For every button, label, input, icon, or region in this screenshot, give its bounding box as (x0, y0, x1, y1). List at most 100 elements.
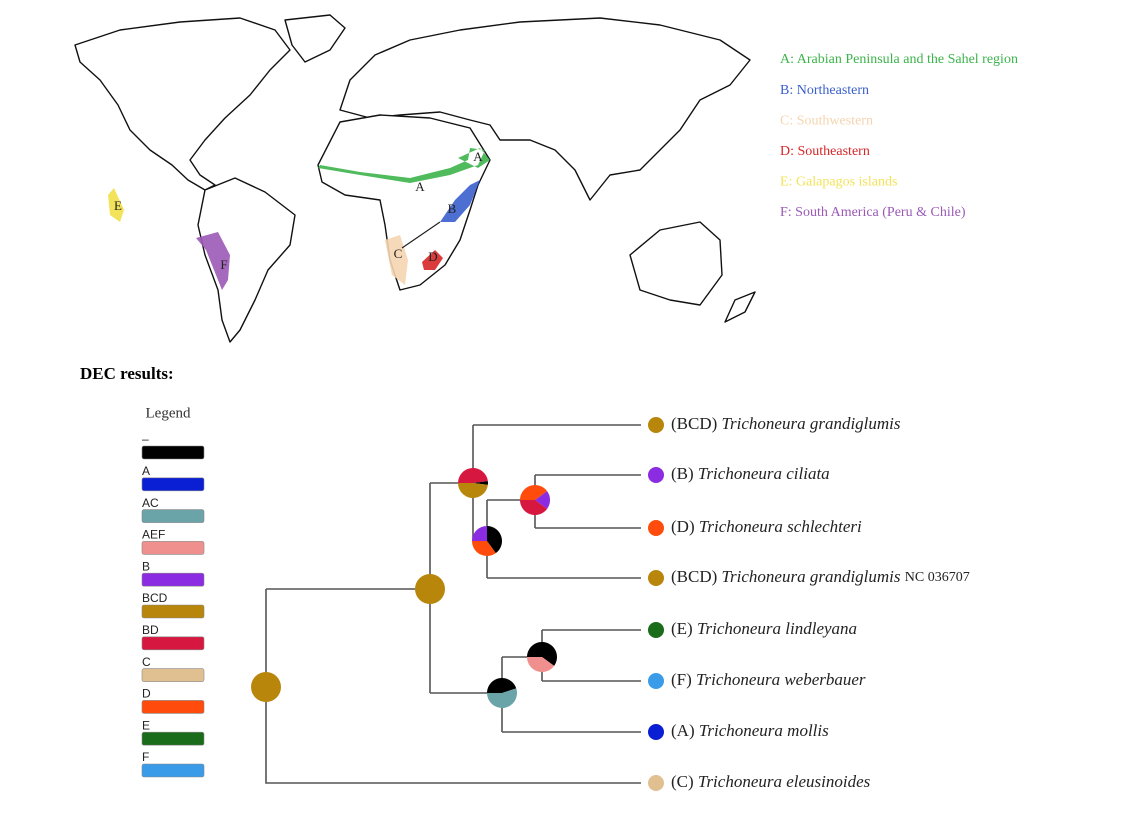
tip-dot (648, 775, 664, 791)
legend-swatch (141, 477, 205, 492)
tip-label: (BCD) Trichoneura grandiglumis (671, 414, 901, 433)
tip-label: (C) Trichoneura eleusinoides (671, 772, 871, 791)
region-e (108, 188, 124, 222)
legend-swatch (141, 445, 205, 460)
node-pie-slice (415, 574, 445, 604)
tip-label-part: Trichoneura mollis (699, 721, 829, 740)
tip-dot (648, 570, 664, 586)
tip-label-part: Trichoneura grandiglumis (722, 414, 901, 433)
legend-swatch (141, 763, 205, 778)
tree-edge (472, 424, 641, 542)
map-region-label: A (473, 149, 483, 164)
tree-edge (501, 656, 641, 733)
legend-swatch (141, 572, 205, 587)
world-map (74, 14, 756, 343)
legend-label: AC (142, 496, 159, 510)
map-legend-entry: C: Southwestern (780, 113, 873, 128)
tip-label-part: (E) (671, 619, 693, 638)
legend-label: F (142, 750, 149, 764)
australia (629, 221, 723, 306)
north-america (74, 17, 291, 191)
region-d (422, 250, 443, 270)
tip-label: (E) Trichoneura lindleyana (671, 619, 857, 638)
tip-label-part: (A) (671, 721, 695, 740)
tip-dot (648, 417, 664, 433)
map-legend-entry: F: South America (Peru & Chile) (780, 205, 966, 220)
tip-label-part: (D) (671, 517, 695, 536)
node-pie-slice (520, 500, 548, 515)
map-region-label: F (220, 257, 227, 272)
region-f (196, 232, 230, 290)
node-pie-slice (251, 672, 281, 702)
node-pie-slice (535, 491, 550, 509)
region-a (318, 148, 490, 183)
map-region-label: D (428, 249, 437, 264)
tree-edge (265, 588, 641, 784)
node-pie-slice (472, 541, 496, 556)
legend-swatch (141, 509, 205, 523)
tip-label: (B) Trichoneura ciliata (671, 464, 830, 483)
node-pie-slice (458, 483, 488, 498)
tip-label: (BCD) Trichoneura grandiglumis NC 036707 (671, 567, 970, 586)
tree-edge (486, 499, 641, 579)
tip-label-part: NC 036707 (905, 570, 970, 585)
new-zealand (724, 291, 756, 323)
tip-label-part: (BCD) (671, 567, 717, 586)
node-pie-slice (487, 677, 517, 693)
legend-label: BCD (142, 591, 168, 605)
region-b (440, 180, 480, 222)
legend-label: BD (142, 623, 159, 637)
node-pie-slice (520, 485, 548, 500)
map-legend-entry: E: Galapagos islands (780, 175, 897, 190)
tree-edge (534, 474, 641, 529)
south-america (197, 177, 296, 343)
legend-title: Legend (146, 405, 191, 421)
tip-label: (F) Trichoneura weberbauer (671, 670, 866, 689)
tip-label-part: (F) (671, 670, 692, 689)
node-pie-slice (487, 526, 502, 554)
legend-swatch (141, 636, 205, 651)
tip-dot (648, 673, 664, 689)
tip-label-part: Trichoneura grandiglumis (722, 567, 901, 586)
legend-label: B (142, 559, 150, 573)
tip-label-part: Trichoneura lindleyana (697, 619, 857, 638)
node-pie-slice (487, 688, 517, 709)
tip-label: (A) Trichoneura mollis (671, 721, 829, 740)
legend-swatch (141, 668, 205, 682)
tip-label-part: (C) (671, 772, 694, 791)
node-pie-slice (473, 481, 489, 485)
legend-label: AEF (142, 528, 165, 542)
map-legend-entry: A: Arabian Peninsula and the Sahel regio… (780, 52, 1018, 67)
tip-label: (D) Trichoneura schlechteri (671, 517, 862, 536)
tip-label-part: Trichoneura eleusinoides (698, 772, 871, 791)
map-region-label: E (114, 198, 122, 213)
legend-swatch (141, 731, 205, 746)
tip-dot (648, 724, 664, 740)
tree-edges (265, 424, 641, 784)
node-pie-slice (472, 526, 487, 541)
map-region-label: B (448, 201, 457, 216)
tip-label-part: Trichoneura weberbauer (696, 670, 866, 689)
tip-dot (648, 622, 664, 638)
section-title: DEC results: (80, 364, 174, 383)
legend-label: A (142, 464, 150, 478)
legend-label: C (142, 655, 151, 669)
node-pie-slice (458, 468, 488, 483)
node-pie-slice (527, 657, 555, 673)
tip-label-part: (B) (671, 464, 694, 483)
legend-swatch (141, 604, 205, 619)
tip-label-part: Trichoneura ciliata (698, 464, 830, 483)
legend-swatch (141, 541, 205, 555)
greenland (284, 14, 346, 63)
map-region-label: A (415, 179, 425, 194)
map-region-label: C (394, 246, 403, 261)
tip-dot (648, 520, 664, 536)
africa (317, 114, 491, 291)
tip-dot (648, 467, 664, 483)
map-legend-entry: B: Northeastern (780, 83, 869, 98)
legend-label: D (142, 687, 151, 701)
node-pie-slice (527, 642, 557, 666)
map-legend-entry: D: Southeastern (780, 144, 870, 159)
eurasia (339, 17, 751, 201)
